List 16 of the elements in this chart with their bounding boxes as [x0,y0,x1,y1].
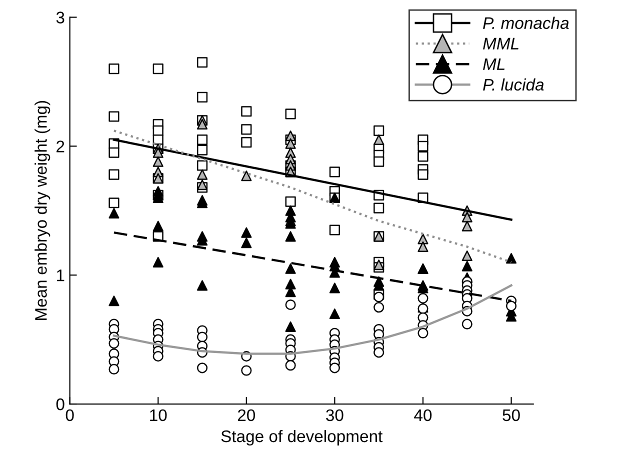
y-tick-label: 2 [56,140,64,152]
legend-label: MML [483,38,518,50]
x-tick-label: 10 [150,409,167,422]
x-axis-title: Stage of development [221,430,383,446]
x-tick-label: 30 [326,409,344,422]
y-tick-label: 0 [56,398,64,410]
legend-label: P. monacha [483,16,569,30]
y-tick-label: 1 [56,270,64,282]
y-tick-label: 3 [56,12,64,24]
legend-label: ML [483,58,505,70]
y-axis-title: Mean embryo dry weight (mg) [34,100,50,320]
legend-label: P. lucida [483,78,544,91]
x-tick-label: 50 [502,409,520,422]
x-tick-label: 20 [238,409,256,422]
x-tick-label: 0 [66,409,74,422]
x-tick-label: 40 [414,409,432,422]
